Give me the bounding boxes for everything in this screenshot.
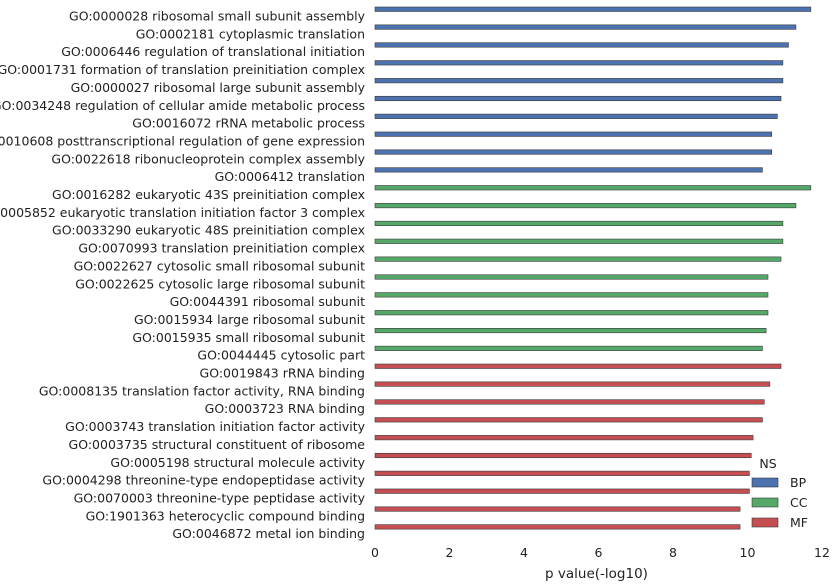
bar-bp [374,149,773,155]
category-label: GO:0008135 translation factor activity, … [39,383,365,398]
bar-mf [374,470,750,476]
bars-layer [374,6,812,530]
x-axis: 0 2 4 6 8 10 12 [371,545,830,560]
category-label: GO:0010608 posttranscriptional regulatio… [0,133,365,148]
x-tick-label: 6 [595,545,603,560]
legend-title: NS [759,456,776,471]
category-label: GO:0015935 small ribosomal subunit [132,330,365,345]
category-labels: GO:0000028 ribosomal small subunit assem… [0,9,366,542]
bar-cc [374,274,769,280]
category-label: GO:0022618 ribonucleoprotein complex ass… [51,151,365,166]
bar-bp [374,131,773,137]
category-label: GO:0000028 ribosomal small subunit assem… [69,9,366,24]
category-label: GO:0004298 threonine-type endopeptidase … [42,473,365,488]
x-tick-label: 4 [520,545,528,560]
category-label: GO:0033290 eukaryotic 48S preinitiation … [52,223,365,238]
bar-cc [374,238,784,244]
bar-cc [374,220,784,226]
bar-cc [374,327,767,334]
bar-mf [374,452,752,459]
category-label: GO:0046872 metal ion binding [172,526,365,541]
category-label: GO:0070993 translation preinitiation com… [78,241,365,256]
legend-swatch-mf [751,517,779,528]
bar-mf [374,363,782,369]
bar-bp [374,95,782,102]
category-label: GO:0003743 translation initiation factor… [65,419,365,434]
x-axis-title: p value(-log10) [545,566,648,582]
x-tick-label: 0 [371,545,379,560]
legend: NS BP CC MF [751,456,808,530]
bar-bp [374,6,812,12]
bar-bp [374,167,763,173]
bar-bp [374,24,797,30]
category-label: GO:0001731 formation of translation prei… [0,62,365,77]
x-tick-label: 12 [814,545,830,560]
bar-mf [374,381,771,387]
category-label: GO:0070003 threonine-type peptidase acti… [74,490,366,505]
bar-cc [374,185,812,191]
category-label: GO:0044445 cytosolic part [197,348,365,363]
bar-bp [374,78,784,84]
category-label: GO:0044391 ribosomal subunit [170,294,365,309]
category-label: GO:0019843 rRNA binding [200,366,365,381]
bar-cc [374,256,782,262]
category-label: GO:0006446 regulation of translational i… [61,44,365,59]
legend-swatch-cc [751,497,779,508]
legend-swatch-bp [751,477,779,488]
category-label: GO:0034248 regulation of cellular amide … [0,98,365,113]
category-label: GO:0016282 eukaryotic 43S preinitiation … [52,187,365,202]
bar-bp [374,60,784,66]
bar-mf [374,506,741,512]
bar-bp [374,113,778,119]
x-tick-label: 2 [446,545,454,560]
bar-cc [374,345,763,351]
bar-cc [374,310,769,316]
bar-mf [374,488,750,494]
category-label: GO:0015934 large ribosomal subunit [134,312,365,327]
x-tick-label: 10 [740,545,756,560]
bar-mf [374,524,741,530]
category-label: GO:0022625 cytosolic large ribosomal sub… [75,276,365,291]
bar-cc [374,292,769,298]
category-label: GO:0006412 translation [215,169,365,184]
x-tick-label: 8 [669,545,677,560]
category-label: GO:0000027 ribosomal large subunit assem… [71,80,366,95]
legend-label-bp: BP [790,475,807,490]
bar-cc [374,203,797,209]
legend-label-mf: MF [790,515,808,530]
bar-mf [374,435,754,441]
category-label: GO:0002181 cytoplasmic translation [136,26,365,41]
bar-mf [374,417,763,423]
bar-bp [374,42,789,48]
category-label: GO:0003723 RNA binding [205,401,365,416]
category-label: GO:0003735 structural constituent of rib… [69,437,366,452]
category-label: GO:0005198 structural molecule activity [110,455,365,470]
legend-label-cc: CC [790,495,808,510]
category-label: GO:0016072 rRNA metabolic process [132,116,365,131]
category-label: GO:1901363 heterocyclic compound binding [86,508,365,523]
category-label: GO:0005852 eukaryotic translation initia… [0,205,365,220]
category-label: GO:0022627 cytosolic small ribosomal sub… [74,258,366,273]
bar-mf [374,399,765,405]
